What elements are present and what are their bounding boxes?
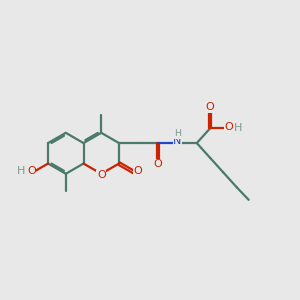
- Text: O: O: [134, 166, 142, 176]
- Text: O: O: [225, 122, 233, 132]
- Text: H: H: [17, 166, 26, 176]
- Text: O: O: [27, 166, 36, 176]
- Text: O: O: [154, 159, 162, 170]
- Text: O: O: [206, 102, 214, 112]
- Text: H: H: [174, 129, 181, 138]
- Text: O: O: [97, 170, 106, 180]
- Text: N: N: [173, 136, 182, 146]
- Text: H: H: [234, 123, 242, 133]
